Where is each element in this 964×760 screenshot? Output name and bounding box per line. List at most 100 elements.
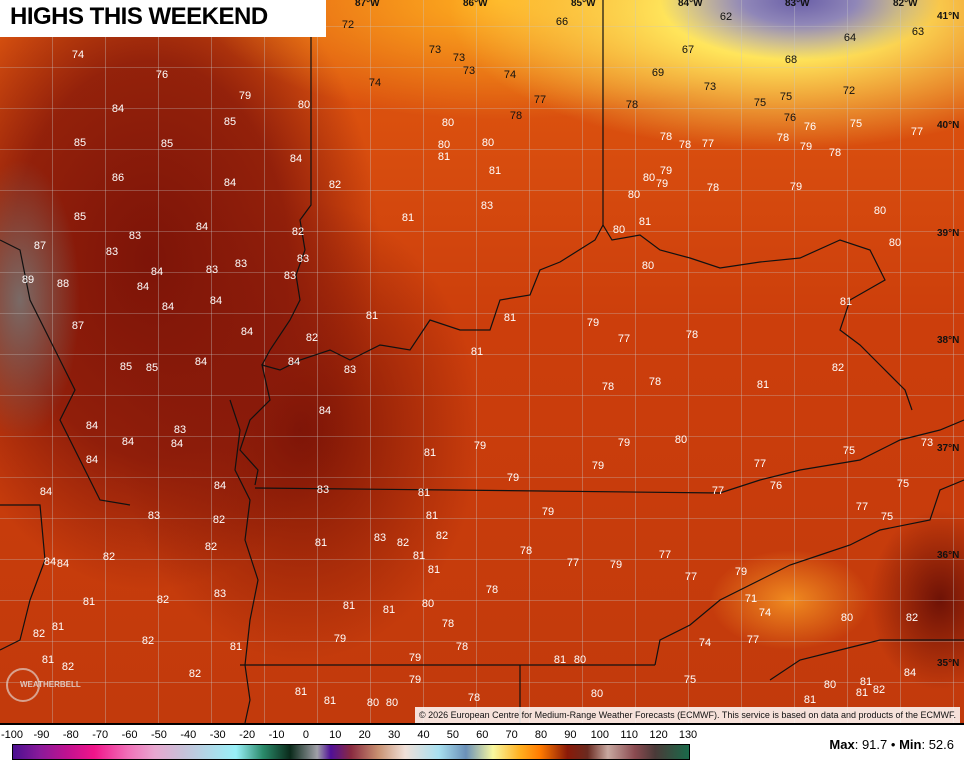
temperature-value: 76 [155, 69, 169, 81]
temperature-value: 81 [314, 537, 328, 549]
temperature-value: 84 [213, 480, 227, 492]
temperature-value: 64 [843, 32, 857, 44]
temperature-value: 73 [452, 52, 466, 64]
colorbar-tick-label: 0 [302, 729, 309, 741]
temperature-value: 80 [612, 224, 626, 236]
temperature-value: 81 [423, 447, 437, 459]
colorbar-tick-label: -10 [268, 729, 285, 741]
temperature-value: 75 [849, 118, 863, 130]
map-title-box: HIGHS THIS WEEKEND [0, 0, 326, 37]
colorbar-tick-label: 70 [505, 729, 518, 741]
temperature-value: 82 [212, 514, 226, 526]
temperature-value: 78 [485, 584, 499, 596]
temperature-value: 80 [873, 205, 887, 217]
temperature-value: 77 [855, 501, 869, 513]
max-label: Max [829, 737, 855, 752]
temperature-value: 81 [323, 695, 337, 707]
temperature-value: 82 [905, 612, 919, 624]
temperature-value: 88 [56, 278, 70, 290]
colorbar-tick-label: -30 [209, 729, 226, 741]
copyright-notice: © 2026 European Centre for Medium-Range … [414, 707, 960, 723]
temperature-value: 78 [828, 147, 842, 159]
colorbar-tick-label: -60 [121, 729, 138, 741]
temperature-value: 73 [462, 65, 476, 77]
colorbar-tick-label: 130 [678, 729, 698, 741]
temperature-value: 82 [141, 635, 155, 647]
temperature-value: 77 [701, 138, 715, 150]
max-value: 91.7 [861, 737, 888, 752]
temperature-value: 78 [601, 381, 615, 393]
max-min-readout: Max: 91.7 • Min: 52.6 [829, 737, 954, 752]
latitude-label: 36°N [937, 550, 960, 561]
temperature-value: 81 [365, 310, 379, 322]
temperature-value: 81 [82, 596, 96, 608]
temperature-value: 73 [920, 437, 934, 449]
temperature-value: 83 [296, 253, 310, 265]
temperature-value: 81 [412, 550, 426, 562]
temperature-value: 85 [73, 211, 87, 223]
temperature-value: 80 [366, 697, 380, 709]
temperature-value: 80 [888, 237, 902, 249]
colorbar-tick-label: -100 [0, 729, 24, 741]
longitude-label: 82°W [893, 0, 918, 9]
temperature-value: 78 [467, 692, 481, 704]
separator: • [890, 737, 896, 752]
temperature-value: 83 [480, 200, 494, 212]
latitude-label: 41°N [937, 11, 960, 22]
temperature-value: 79 [473, 440, 487, 452]
temperature-value: 79 [506, 472, 520, 484]
temperature-value: 81 [437, 151, 451, 163]
temperature-value: 81 [382, 604, 396, 616]
tennessee-nc-border [654, 479, 964, 666]
temperature-value: 66 [555, 16, 569, 28]
temperature-value: 77 [684, 571, 698, 583]
temperature-value: 79 [408, 674, 422, 686]
temperature-value: 83 [283, 270, 297, 282]
temperature-value: 83 [105, 246, 119, 258]
temperature-value: 84 [209, 295, 223, 307]
temperature-value: 75 [779, 91, 793, 103]
temperature-value: 83 [173, 424, 187, 436]
colorbar-tick-label: 10 [329, 729, 342, 741]
temperature-value: 79 [541, 506, 555, 518]
temperature-value: 83 [234, 258, 248, 270]
temperature-value: 81 [470, 346, 484, 358]
temperature-value: 83 [373, 532, 387, 544]
temperature-value: 78 [519, 545, 533, 557]
temperature-value: 68 [784, 54, 798, 66]
temperature-value: 81 [427, 564, 441, 576]
temperature-value: 78 [509, 110, 523, 122]
temperature-value: 79 [617, 437, 631, 449]
longitude-label: 87°W [355, 0, 380, 9]
colorbar-tick-label: 90 [564, 729, 577, 741]
temperature-value: 83 [316, 484, 330, 496]
temperature-value: 78 [659, 131, 673, 143]
legend-bar: -100 -90 -80 -70 -60 -50 -40 -30 -20 -10 0 10 20 30 40… [0, 723, 964, 760]
state-borders [0, 0, 964, 723]
temperature-value: 89 [21, 274, 35, 286]
temperature-map[interactable]: 74 72 66 62 64 63 76 73 73 73 74 74 67 69 68 73 72 79 80 77… [0, 0, 964, 723]
illinois-indiana-border [261, 0, 312, 366]
temperature-value: 77 [711, 485, 725, 497]
temperature-value: 84 [161, 301, 175, 313]
temperature-value: 80 [823, 679, 837, 691]
temperature-value: 85 [119, 361, 133, 373]
map-title: HIGHS THIS WEEKEND [10, 3, 268, 30]
temperature-value: 67 [681, 44, 695, 56]
temperature-value: 79 [734, 566, 748, 578]
colorbar-tick-label: 120 [649, 729, 668, 741]
temperature-value: 84 [223, 177, 237, 189]
temperature-value: 73 [428, 44, 442, 56]
temperature-value: 72 [341, 19, 355, 31]
temperature-value: 83 [147, 510, 161, 522]
temperature-value: 80 [590, 688, 604, 700]
temperature-value: 80 [642, 172, 656, 184]
temperature-value: 71 [744, 593, 758, 605]
temperature-value: 83 [205, 264, 219, 276]
temperature-value: 80 [385, 697, 399, 709]
temperature-value: 75 [842, 445, 856, 457]
temperature-value: 74 [368, 77, 382, 89]
temperature-value: 85 [73, 137, 87, 149]
temperature-value: 78 [678, 139, 692, 151]
latitude-label: 39°N [937, 228, 960, 239]
